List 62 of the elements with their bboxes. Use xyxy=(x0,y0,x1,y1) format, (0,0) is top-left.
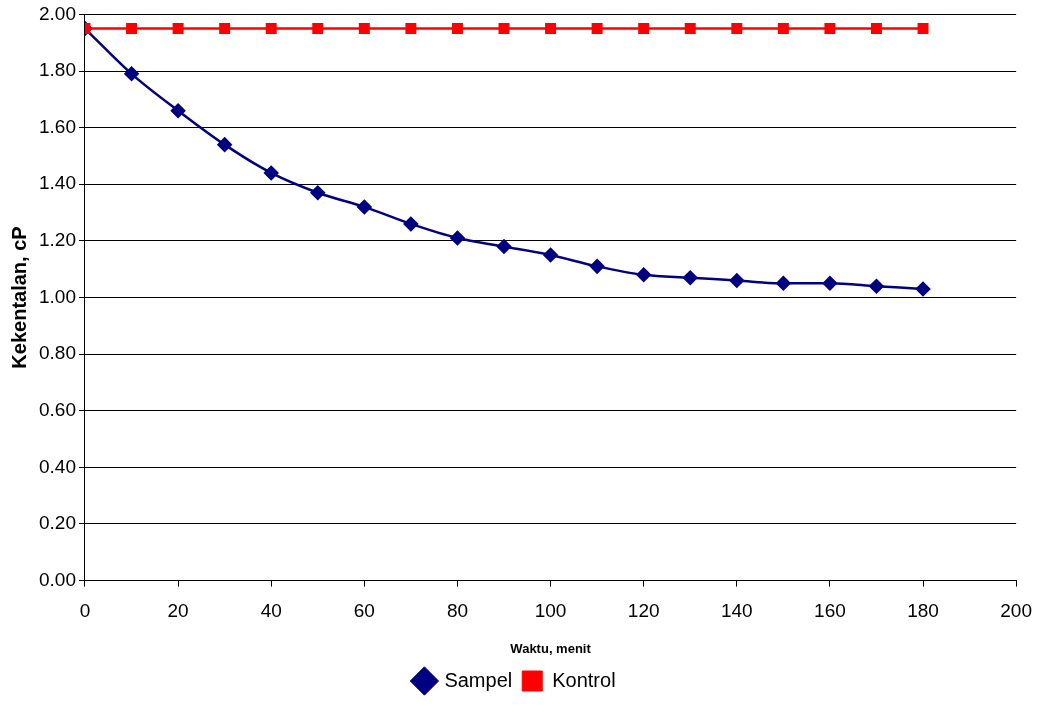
y-tick-label: 1.80 xyxy=(39,59,76,81)
point xyxy=(869,278,884,294)
point xyxy=(172,23,184,35)
point xyxy=(824,23,836,35)
y-tick-label: 1.60 xyxy=(39,115,76,137)
point xyxy=(170,103,186,118)
point xyxy=(405,23,417,35)
x-tick-label: 20 xyxy=(167,600,189,622)
point xyxy=(591,23,603,35)
point xyxy=(263,165,279,181)
y-tick-label: 1.40 xyxy=(39,172,76,194)
point xyxy=(310,185,326,200)
point xyxy=(776,276,791,291)
point xyxy=(357,199,372,215)
y-tick-label: 0.20 xyxy=(39,512,76,534)
point xyxy=(870,23,882,35)
x-tick-label: 60 xyxy=(353,600,375,622)
point xyxy=(126,23,138,35)
y-tick-label: 1.20 xyxy=(39,229,76,251)
x-tick-label: 120 xyxy=(627,600,660,622)
legend-label: Kontrol xyxy=(552,668,616,691)
point xyxy=(450,230,465,246)
point xyxy=(312,23,324,35)
legend-label: Sampel xyxy=(444,668,513,691)
point xyxy=(543,247,558,263)
point xyxy=(589,259,605,274)
x-tick-label: 40 xyxy=(260,600,282,622)
point xyxy=(917,23,929,35)
x-tick-label: 200 xyxy=(1000,600,1032,622)
point xyxy=(265,23,277,35)
point xyxy=(682,270,698,285)
y-tick-label: 0.00 xyxy=(39,568,76,590)
point xyxy=(545,23,557,35)
point xyxy=(217,137,232,152)
point xyxy=(498,23,510,35)
y-tick-label: 1.00 xyxy=(39,285,76,307)
y-tick-label: 0.60 xyxy=(39,398,76,420)
point xyxy=(403,216,419,232)
point xyxy=(822,276,838,291)
y-axis-title: Kekentalan, cP xyxy=(7,226,30,369)
y-tick-label: 2.00 xyxy=(39,2,76,24)
point xyxy=(684,23,696,35)
x-tick-label: 0 xyxy=(79,600,91,622)
x-axis-title: Waktu, menit xyxy=(510,640,592,656)
x-tick-label: 80 xyxy=(446,600,469,622)
y-tick-label: 0.80 xyxy=(39,342,76,364)
point xyxy=(777,23,789,35)
x-tick-label: 180 xyxy=(907,600,939,622)
x-tick-label: 140 xyxy=(720,600,753,622)
x-tick-label: 100 xyxy=(534,600,567,622)
y-tick-label: 0.40 xyxy=(39,455,76,477)
point xyxy=(219,23,231,35)
point xyxy=(731,23,743,35)
x-tick-label: 160 xyxy=(814,600,846,622)
point xyxy=(636,267,651,283)
point xyxy=(638,23,650,35)
point xyxy=(915,281,931,297)
point xyxy=(496,239,512,254)
point xyxy=(729,273,745,288)
point xyxy=(358,23,370,35)
point xyxy=(451,23,463,35)
point xyxy=(124,66,139,82)
